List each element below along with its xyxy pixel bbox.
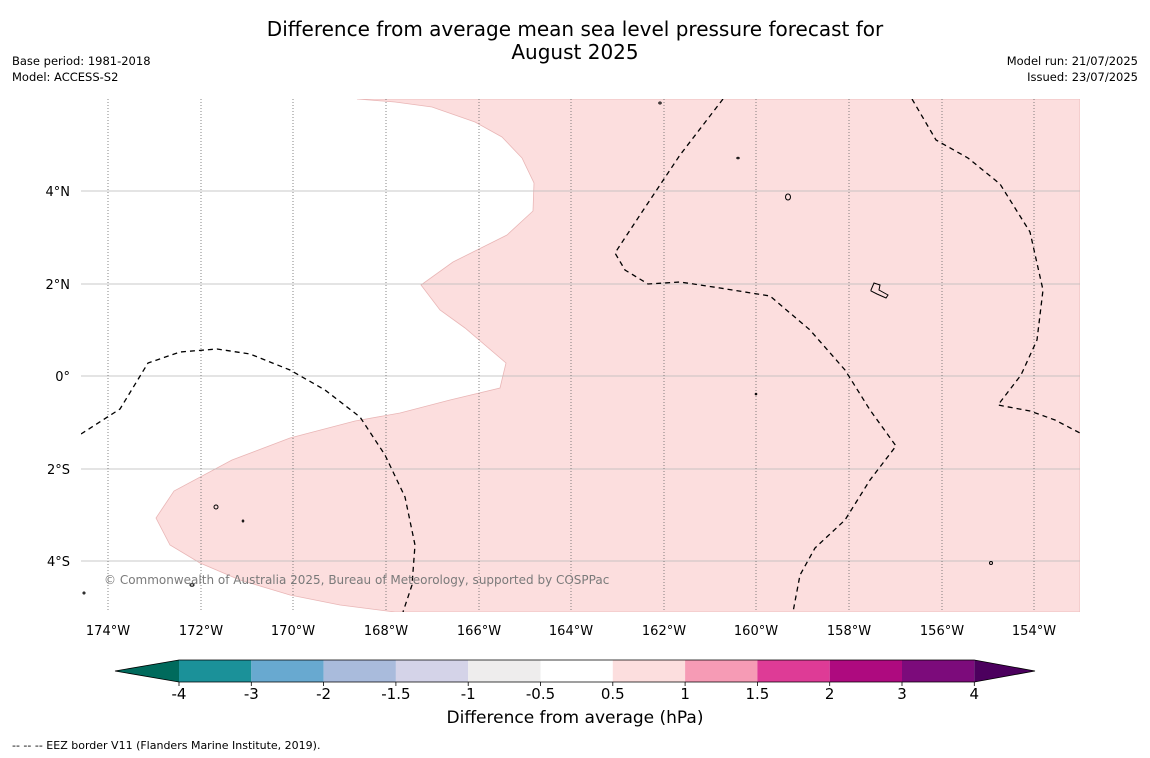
meta-right: Model run: 21/07/2025 Issued: 23/07/2025 bbox=[1007, 53, 1138, 85]
colorbar-segment bbox=[540, 660, 613, 682]
colorbar-tick-label: 2 bbox=[825, 685, 835, 703]
lon-label-170w: 170°W bbox=[271, 624, 315, 639]
lat-label-2n: 2°N bbox=[46, 278, 71, 293]
lon-label-166w: 166°W bbox=[457, 624, 501, 639]
colorbar-segment bbox=[468, 660, 541, 682]
colorbar-segment bbox=[829, 660, 902, 682]
base-period: Base period: 1981-2018 bbox=[12, 54, 151, 68]
islands bbox=[82, 101, 993, 595]
colorbar-extend-high bbox=[974, 660, 1035, 682]
colorbar-tick-label: 4 bbox=[970, 685, 980, 703]
island-kiritimati bbox=[870, 282, 889, 299]
lat-label-4n: 4°N bbox=[46, 185, 71, 200]
latitude-gridlines bbox=[81, 190, 1080, 562]
colorbar-tick-label: -1 bbox=[461, 685, 476, 703]
eez-border-east bbox=[911, 99, 1080, 434]
colorbar-tick-label: 1 bbox=[680, 685, 690, 703]
title-line-2: August 2025 bbox=[511, 40, 639, 64]
island-kiritimati-north bbox=[658, 101, 662, 105]
lon-label-162w: 162°W bbox=[642, 624, 686, 639]
issued-date: Issued: 23/07/2025 bbox=[1027, 70, 1138, 84]
colorbar-tick-label: -0.5 bbox=[526, 685, 555, 703]
colorbar-segment bbox=[757, 660, 830, 682]
map-title: Difference from average mean sea level p… bbox=[0, 18, 1150, 64]
copyright-notice: © Commonwealth of Australia 2025, Bureau… bbox=[104, 573, 609, 587]
island-small-1 bbox=[736, 156, 740, 160]
colorbar-tick-label: -1.5 bbox=[381, 685, 410, 703]
colorbar: -4 -3 -2 -1.5 -1 -0.5 0.5 1 1.5 2 3 4 bbox=[114, 659, 1036, 703]
island-jarvis bbox=[754, 392, 758, 396]
colorbar-extend-low bbox=[115, 660, 179, 682]
lon-label-174w: 174°W bbox=[86, 624, 130, 639]
model-run: Model run: 21/07/2025 bbox=[1006, 54, 1138, 68]
lon-label-160w: 160°W bbox=[734, 624, 778, 639]
lat-label-2s: 2°S bbox=[47, 463, 70, 478]
colorbar-tick-label: -3 bbox=[244, 685, 259, 703]
colorbar-segment bbox=[179, 660, 252, 682]
lon-label-156w: 156°W bbox=[920, 624, 964, 639]
colorbar-segment bbox=[902, 660, 975, 682]
colorbar-tick-label: 0.5 bbox=[601, 685, 625, 703]
colorbar-tick-label: 3 bbox=[897, 685, 907, 703]
lat-label-4s: 4°S bbox=[47, 555, 70, 570]
colorbar-title: Difference from average (hPa) bbox=[446, 708, 704, 728]
lon-label-154w: 154°W bbox=[1012, 624, 1056, 639]
lat-label-0: 0° bbox=[55, 370, 70, 385]
lon-label-158w: 158°W bbox=[827, 624, 871, 639]
colorbar-segment bbox=[395, 660, 469, 682]
title-line-1: Difference from average mean sea level p… bbox=[266, 17, 884, 41]
island-small-4 bbox=[189, 583, 195, 587]
map-plot-area: © Commonwealth of Australia 2025, Bureau… bbox=[81, 99, 1080, 612]
island-teraina bbox=[785, 193, 791, 201]
colorbar-segment bbox=[251, 660, 324, 682]
island-small-2 bbox=[213, 504, 219, 510]
island-small-6 bbox=[82, 591, 86, 595]
longitude-labels: 174°W 172°W 170°W 168°W 166°W 164°W 162°… bbox=[86, 624, 1056, 639]
model-name: Model: ACCESS-S2 bbox=[12, 70, 119, 84]
lon-label-164w: 164°W bbox=[549, 624, 593, 639]
colorbar-segment bbox=[612, 660, 686, 682]
latitude-labels: 4°N 2°N 0° 2°S 4°S bbox=[46, 185, 71, 570]
eez-borders bbox=[81, 99, 1080, 612]
colorbar-tick-label: 1.5 bbox=[745, 685, 769, 703]
colorbar-tick-label: -2 bbox=[316, 685, 331, 703]
colorbar-tick-label: -4 bbox=[172, 685, 187, 703]
eez-border-kiribati-line-north bbox=[614, 99, 897, 612]
lon-label-172w: 172°W bbox=[179, 624, 223, 639]
meta-left: Base period: 1981-2018 Model: ACCESS-S2 bbox=[12, 53, 151, 85]
colorbar-segment bbox=[323, 660, 396, 682]
colorbar-segment bbox=[685, 660, 758, 682]
lon-label-168w: 168°W bbox=[364, 624, 408, 639]
eez-footnote: -- -- -- EEZ border V11 (Flanders Marine… bbox=[12, 739, 321, 752]
island-small-3 bbox=[241, 519, 245, 523]
island-small-5 bbox=[989, 561, 993, 565]
